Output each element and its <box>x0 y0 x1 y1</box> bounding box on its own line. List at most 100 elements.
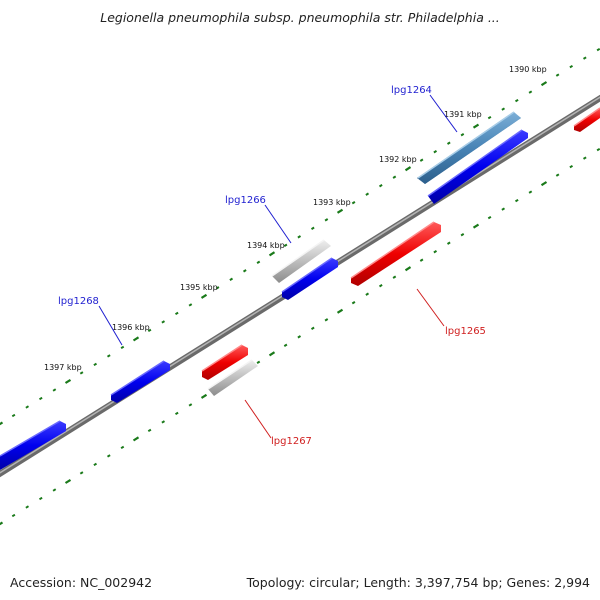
tick-label-1395: 1395 kbp <box>180 283 218 292</box>
minor-tick <box>446 241 451 245</box>
minor-tick <box>324 218 329 222</box>
major-tick <box>268 351 276 357</box>
minor-tick <box>487 115 492 120</box>
minor-tick <box>188 303 193 307</box>
tick-label-1396: 1396 kbp <box>112 323 150 332</box>
gene-reverse-bar[interactable] <box>201 344 248 380</box>
minor-tick <box>487 215 492 220</box>
gene-reverse-bar[interactable] <box>573 107 600 132</box>
minor-tick <box>446 141 451 145</box>
minor-tick <box>514 198 519 203</box>
tick-label-1397: 1397 kbp <box>44 363 82 372</box>
gene-label-lpg1264[interactable]: lpg1264 <box>391 85 432 96</box>
gene-label-lpg1268[interactable]: lpg1268 <box>58 296 99 307</box>
minor-tick <box>433 250 438 254</box>
minor-tick <box>106 454 111 458</box>
minor-tick <box>596 147 600 152</box>
minor-tick <box>79 471 84 475</box>
minor-tick <box>501 107 506 111</box>
minor-tick <box>174 411 179 416</box>
minor-tick <box>79 371 84 375</box>
gene-leader-lines <box>98 94 458 439</box>
minor-tick <box>120 345 125 350</box>
minor-tick <box>582 56 587 60</box>
major-tick <box>0 421 4 426</box>
minor-tick <box>351 201 356 205</box>
minor-tick <box>378 284 383 288</box>
minor-tick <box>229 277 234 281</box>
accession-text: Accession: NC_002942 <box>10 575 153 590</box>
gene-forward-bar[interactable] <box>281 257 338 300</box>
minor-tick <box>283 243 288 247</box>
outer-tick-track <box>0 47 600 426</box>
minor-tick <box>596 47 600 52</box>
minor-tick <box>283 343 288 347</box>
minor-tick <box>433 150 438 154</box>
minor-tick <box>174 311 179 316</box>
major-tick <box>336 308 344 314</box>
minor-tick <box>419 258 424 262</box>
major-tick <box>200 393 208 399</box>
gene-label-lpg1266[interactable]: lpg1266 <box>225 195 266 206</box>
genome-summary-text: Topology: circular; Length: 3,397,754 bp… <box>246 575 590 590</box>
gene-label-lpg1267[interactable]: lpg1267 <box>271 436 312 447</box>
minor-tick <box>120 445 125 450</box>
minor-tick <box>106 354 111 358</box>
minor-tick <box>11 513 16 518</box>
tick-label-1394: 1394 kbp <box>247 241 285 250</box>
major-tick <box>64 478 72 484</box>
minor-tick <box>392 275 397 279</box>
minor-tick <box>365 192 370 196</box>
minor-tick <box>460 233 465 237</box>
gene-lpg1268[interactable] <box>110 360 170 403</box>
minor-tick <box>256 360 261 364</box>
minor-tick <box>52 488 57 492</box>
gene-lpg1266[interactable] <box>271 239 331 283</box>
minor-tick <box>242 269 247 273</box>
minor-tick <box>569 64 574 69</box>
minor-tick <box>161 320 166 324</box>
major-tick <box>132 336 140 342</box>
minor-tick <box>11 413 16 418</box>
minor-tick <box>25 405 30 409</box>
minor-tick <box>460 133 465 137</box>
minor-tick <box>528 90 533 94</box>
minor-tick <box>147 328 152 333</box>
minor-tick <box>392 175 397 179</box>
tick-labels: 1390 kbp 1391 kbp 1392 kbp 1393 kbp 1394… <box>44 65 547 372</box>
minor-tick <box>310 226 315 230</box>
major-tick <box>132 436 140 442</box>
minor-tick <box>256 260 261 264</box>
minor-tick <box>528 190 533 194</box>
gene-label-lpg1265[interactable]: lpg1265 <box>445 326 486 337</box>
gene-forward-bar[interactable] <box>427 129 528 204</box>
gene-forward-bar[interactable] <box>0 420 66 470</box>
minor-tick <box>38 496 43 501</box>
gene-features <box>0 107 600 470</box>
minor-tick <box>419 158 424 162</box>
gene-lpg1264[interactable] <box>417 111 521 184</box>
minor-tick <box>555 73 560 77</box>
gene-lpg1265[interactable] <box>350 221 441 286</box>
minor-tick <box>501 207 506 211</box>
minor-tick <box>569 164 574 169</box>
minor-tick <box>365 292 370 296</box>
minor-tick <box>297 235 302 239</box>
major-tick <box>336 208 344 214</box>
minor-tick <box>514 98 519 103</box>
gene-lpg1267[interactable] <box>207 359 258 396</box>
genome-title: Legionella pneumophila subsp. pneumophil… <box>100 10 500 25</box>
minor-tick <box>324 318 329 322</box>
major-tick <box>268 251 276 257</box>
minor-tick <box>188 403 193 407</box>
inner-tick-track <box>0 147 600 526</box>
minor-tick <box>215 286 220 290</box>
tick-label-1392: 1392 kbp <box>379 155 417 164</box>
minor-tick <box>310 326 315 330</box>
major-tick <box>472 123 480 129</box>
major-tick <box>404 266 412 272</box>
major-tick <box>404 166 412 172</box>
minor-tick <box>161 420 166 424</box>
